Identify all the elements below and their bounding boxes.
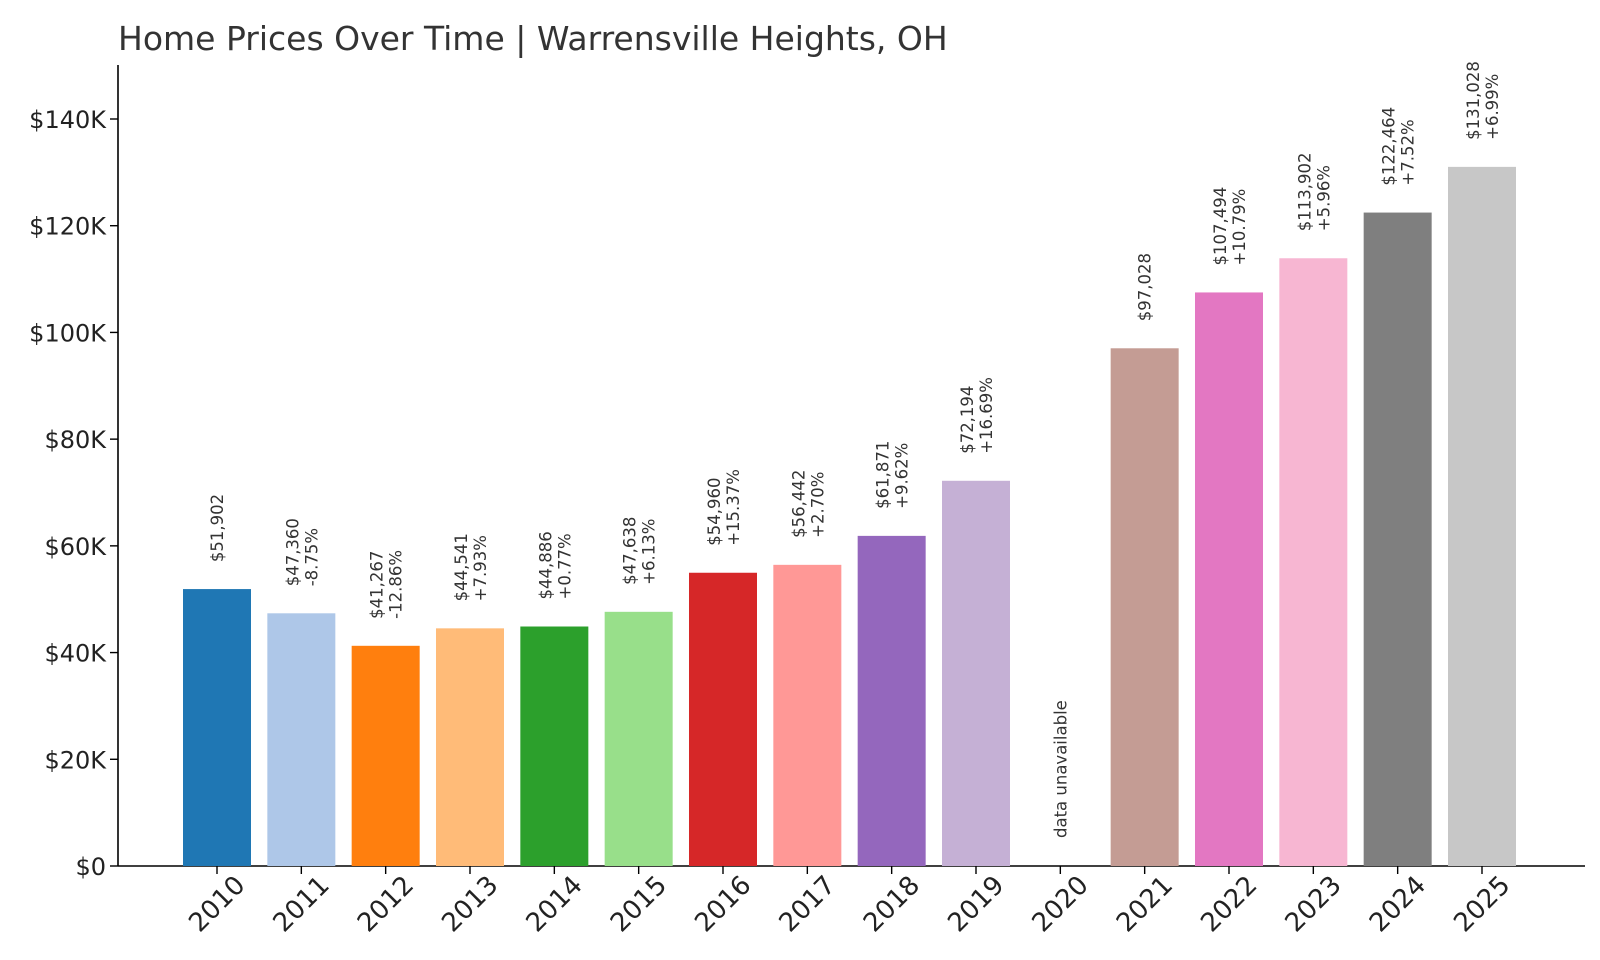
bar-2010 [183, 589, 251, 866]
y-tick-label: $0 [75, 853, 106, 881]
chart-title: Home Prices Over Time | Warrensville Hei… [118, 19, 948, 58]
value-label-2015: $47,638 [621, 517, 640, 585]
value-label-2013: $44,541 [452, 533, 471, 601]
value-label-2025: $131,028 [1464, 61, 1483, 140]
bar-2012 [351, 645, 420, 866]
x-tick-label-2015: 2015 [605, 870, 673, 938]
value-label-2014: $44,886 [536, 531, 555, 599]
value-label-2022: $107,494 [1211, 187, 1230, 266]
bar-2017 [773, 564, 842, 866]
bar-2021 [1110, 348, 1179, 866]
value-label-2024: $122,464 [1380, 107, 1399, 186]
value-label-2011: $47,360 [283, 518, 302, 586]
y-tick-label: $120K [29, 213, 107, 241]
bar-2024 [1363, 212, 1432, 867]
x-tick-label-2021: 2021 [1111, 870, 1179, 938]
x-tick-label-2014: 2014 [521, 870, 589, 938]
change-label-2023: +5.96% [1314, 165, 1333, 231]
value-label-2017: $56,442 [789, 470, 808, 538]
change-label-2015: +6.13% [640, 519, 659, 585]
x-tick-label-2017: 2017 [774, 870, 842, 938]
bar-2013 [435, 628, 504, 866]
value-label-2012: $41,267 [368, 551, 387, 619]
x-axis-ticks: 2010 2011 2012 2013 2014 2015 2016 2017 2018 2019… [183, 866, 1516, 938]
x-tick-label-2013: 2013 [436, 870, 504, 938]
y-tick-label: $100K [29, 319, 107, 347]
change-label-2016: +15.37% [724, 469, 743, 546]
bar-2016 [688, 572, 757, 866]
change-label-2025: +6.99% [1483, 74, 1502, 140]
x-tick-label-2018: 2018 [858, 870, 926, 938]
value-label-2021: $97,028 [1136, 253, 1155, 321]
y-tick-label: $60K [44, 533, 107, 561]
x-tick-label-2012: 2012 [352, 870, 420, 938]
x-tick-label-2024: 2024 [1364, 870, 1432, 938]
bar-2014 [520, 626, 589, 866]
bar-2011 [267, 613, 336, 866]
data-labels-group: $51,902 $47,360 -8.75% $41,267 -12.86% $44,54… [208, 61, 1502, 838]
bar-2023 [1279, 258, 1348, 866]
value-label-2019: $72,194 [958, 386, 977, 454]
value-label-2023: $113,902 [1295, 153, 1314, 232]
bar-2015 [604, 611, 673, 866]
y-tick-label: $140K [29, 106, 107, 134]
value-label-2018: $61,871 [874, 441, 893, 509]
x-tick-label-2020: 2020 [1027, 870, 1095, 938]
bar-2022 [1194, 292, 1263, 866]
change-label-2022: +10.79% [1230, 189, 1249, 266]
x-tick-label-2011: 2011 [268, 870, 336, 938]
x-tick-label-2023: 2023 [1280, 870, 1348, 938]
change-label-2012: -12.86% [387, 550, 406, 619]
bar-2018 [857, 535, 926, 866]
bar-2025 [1447, 166, 1516, 867]
data-unavailable-label: data unavailable [1051, 700, 1070, 838]
change-label-2019: +16.69% [977, 377, 996, 454]
value-label-2016: $54,960 [705, 478, 724, 546]
change-label-2024: +7.52% [1399, 119, 1418, 185]
y-tick-label: $20K [44, 746, 107, 774]
x-tick-label-2025: 2025 [1448, 870, 1516, 938]
change-label-2011: -8.75% [302, 528, 321, 586]
value-label-2010: $51,902 [208, 494, 227, 562]
x-tick-label-2010: 2010 [183, 870, 251, 938]
y-axis-ticks: $0 $20K $40K $60K $80K $100K $120K $140K [29, 106, 118, 881]
change-label-2017: +2.70% [808, 472, 827, 538]
x-tick-label-2016: 2016 [689, 870, 757, 938]
bar-2019 [941, 480, 1010, 866]
y-tick-label: $80K [44, 426, 107, 454]
change-label-2013: +7.93% [471, 535, 490, 601]
y-tick-label: $40K [44, 640, 107, 668]
bars-group [183, 166, 1516, 867]
x-tick-label-2022: 2022 [1195, 870, 1263, 938]
change-label-2018: +9.62% [893, 443, 912, 509]
x-tick-label-2019: 2019 [942, 870, 1010, 938]
change-label-2014: +0.77% [555, 533, 574, 599]
